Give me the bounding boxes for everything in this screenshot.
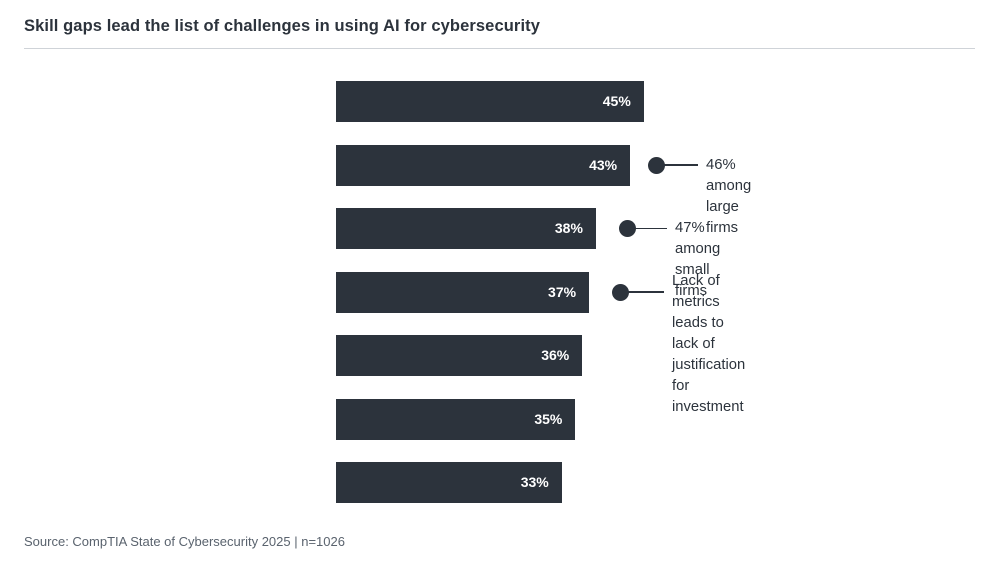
bar[interactable]: 43% (336, 144, 631, 186)
callout-dot-icon (648, 156, 665, 174)
bar-value-label: 43% (589, 156, 618, 173)
bar[interactable]: 35% (336, 398, 576, 440)
bar[interactable]: 33% (336, 462, 562, 503)
bar-value-label: 45% (602, 93, 631, 109)
callout-text: 47% among small firms (675, 220, 721, 299)
bar[interactable]: 37% (336, 271, 590, 313)
bar[interactable]: 45% (336, 81, 644, 122)
callout-leader-line (663, 164, 698, 166)
bar-value-label: 37% (548, 283, 577, 300)
source-note: Source: CompTIA State of Cybersecurity 2… (24, 534, 345, 549)
bar-value-label: 36% (541, 347, 570, 363)
callout-text: Lack of metrics leads to lack of justifi… (672, 273, 746, 415)
page-title: Skill gaps lead the list of challenges i… (24, 17, 540, 35)
bar-value-label: 38% (554, 220, 583, 236)
callout-dot-icon (619, 220, 636, 237)
bar-value-label: 33% (520, 474, 549, 490)
callout-text: 46% among large firms (706, 156, 752, 236)
callout-dot-icon (612, 283, 629, 301)
bar[interactable]: 38% (336, 208, 596, 249)
bar-value-label: 35% (534, 410, 563, 427)
callout-leader-line (627, 291, 664, 293)
bar[interactable]: 36% (336, 335, 583, 376)
callout-leader-line (634, 227, 667, 230)
title-divider (24, 48, 975, 49)
